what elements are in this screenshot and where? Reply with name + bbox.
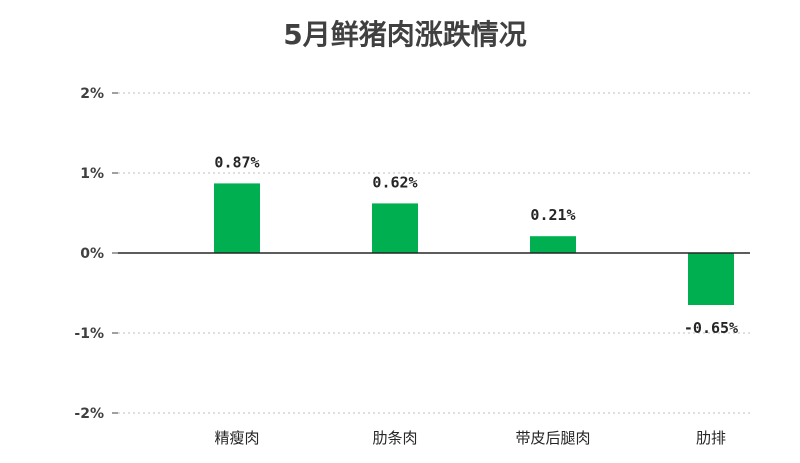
x-tick-label: 肋条肉 [372,429,417,447]
y-tick-label: -1% [74,326,104,342]
x-axis-tick-labels: 精瘦肉 肋条肉 带皮后腿肉 肋排 [214,429,726,447]
bar [688,253,734,305]
chart-title: 5月鲜猪肉涨跌情况 [283,18,526,51]
y-tick-label: -2% [74,406,104,422]
bar [372,203,418,253]
x-tick-label: 带皮后腿肉 [515,429,590,447]
x-tick-label: 精瘦肉 [214,429,259,447]
x-tick-label: 肋排 [696,429,726,447]
data-label: 0.21% [530,206,575,224]
y-tick-label: 0% [80,246,104,262]
y-axis-tick-labels: 2% 1% 0% -1% -2% [74,86,104,422]
data-label: 0.62% [372,173,417,191]
bars [214,183,734,305]
y-tick-label: 2% [80,86,104,102]
data-labels: 0.87% 0.62% 0.21% -0.65% [214,153,738,337]
y-tick-label: 1% [80,166,104,182]
bar [214,183,260,253]
data-label: 0.87% [214,153,259,171]
grid-lines [112,92,750,414]
data-label: -0.65% [684,319,738,337]
bar [530,236,576,253]
